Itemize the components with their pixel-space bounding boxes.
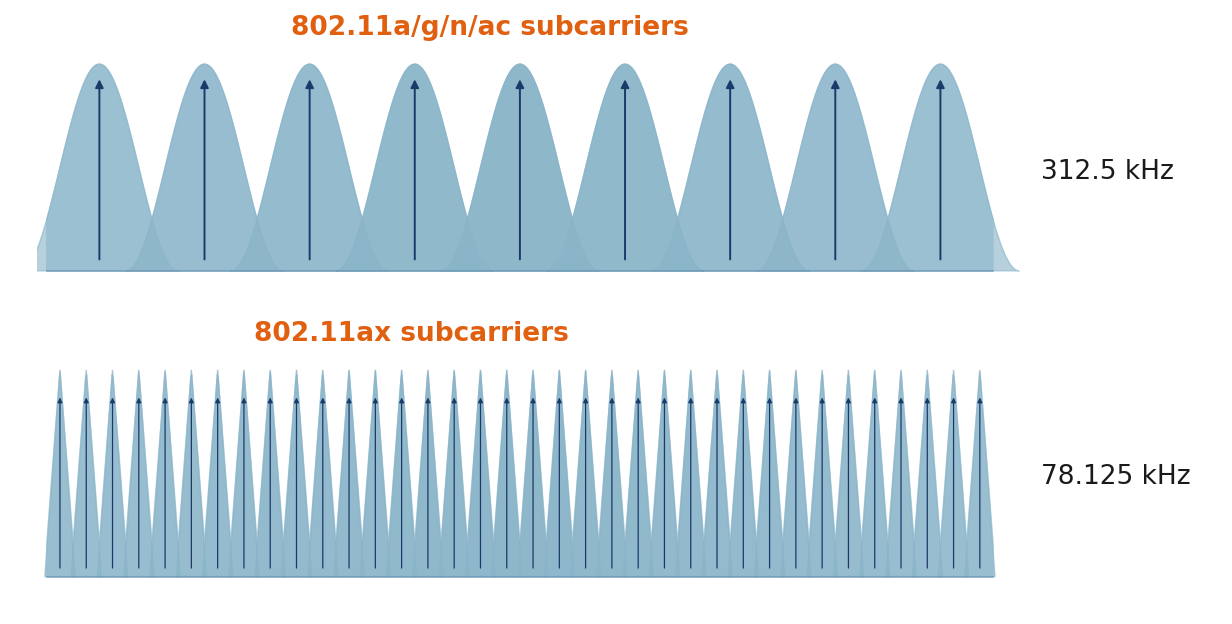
Polygon shape: [439, 370, 469, 577]
Polygon shape: [649, 370, 680, 577]
Polygon shape: [807, 370, 838, 577]
Polygon shape: [44, 370, 75, 577]
Text: 78.125 kHz: 78.125 kHz: [1041, 464, 1190, 490]
Polygon shape: [97, 370, 128, 577]
Polygon shape: [596, 370, 627, 577]
Polygon shape: [255, 370, 286, 577]
Polygon shape: [229, 370, 259, 577]
Polygon shape: [47, 371, 993, 577]
Polygon shape: [861, 64, 1019, 271]
Polygon shape: [781, 370, 811, 577]
Polygon shape: [886, 370, 917, 577]
Polygon shape: [336, 64, 494, 271]
Polygon shape: [545, 370, 574, 577]
Polygon shape: [756, 64, 914, 271]
Polygon shape: [912, 370, 942, 577]
Text: 802.11ax subcarriers: 802.11ax subcarriers: [254, 321, 569, 347]
Polygon shape: [123, 370, 154, 577]
Polygon shape: [546, 64, 703, 271]
Polygon shape: [570, 370, 601, 577]
Polygon shape: [230, 64, 388, 271]
Polygon shape: [360, 370, 391, 577]
Polygon shape: [702, 370, 732, 577]
Polygon shape: [939, 370, 968, 577]
Polygon shape: [728, 370, 759, 577]
Polygon shape: [492, 370, 522, 577]
Polygon shape: [466, 370, 495, 577]
Polygon shape: [202, 370, 233, 577]
Polygon shape: [517, 370, 548, 577]
Text: 802.11a/g/n/ac subcarriers: 802.11a/g/n/ac subcarriers: [292, 16, 689, 41]
Polygon shape: [441, 64, 599, 271]
Polygon shape: [334, 370, 365, 577]
Polygon shape: [71, 370, 101, 577]
Polygon shape: [860, 370, 890, 577]
Polygon shape: [21, 64, 179, 271]
Polygon shape: [413, 370, 444, 577]
Polygon shape: [47, 64, 993, 271]
Polygon shape: [675, 370, 706, 577]
Polygon shape: [652, 64, 809, 271]
Polygon shape: [281, 370, 312, 577]
Polygon shape: [387, 370, 416, 577]
Polygon shape: [833, 370, 864, 577]
Polygon shape: [754, 370, 785, 577]
Polygon shape: [176, 370, 207, 577]
Polygon shape: [965, 370, 995, 577]
Polygon shape: [150, 370, 180, 577]
Polygon shape: [623, 370, 653, 577]
Text: 312.5 kHz: 312.5 kHz: [1041, 158, 1174, 185]
Polygon shape: [308, 370, 338, 577]
Polygon shape: [126, 64, 283, 271]
